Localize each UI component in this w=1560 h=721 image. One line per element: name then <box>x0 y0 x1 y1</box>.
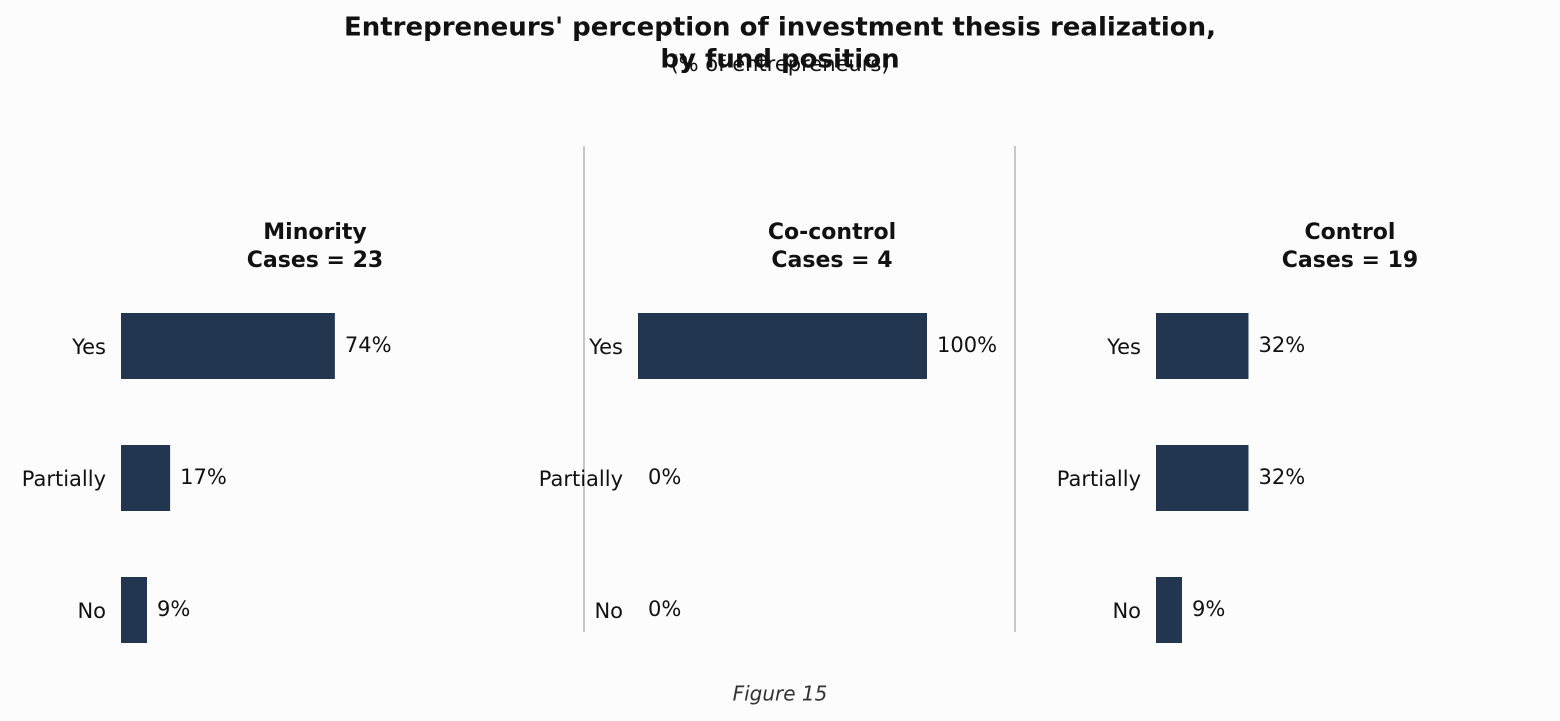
bar <box>1156 577 1183 643</box>
bar <box>121 313 335 379</box>
panel-subtitle: Cases = 23 <box>247 248 383 273</box>
category-label: No <box>1112 599 1141 623</box>
category-label: Yes <box>1106 335 1141 359</box>
value-label: 0% <box>648 597 681 621</box>
category-label: Partially <box>539 467 623 491</box>
bar <box>121 445 171 511</box>
category-label: Partially <box>1057 467 1141 491</box>
value-label: 0% <box>648 465 681 489</box>
value-label: 17% <box>180 465 227 489</box>
bar <box>1156 313 1249 379</box>
category-label: Partially <box>22 467 106 491</box>
chart-title: by fund position <box>660 45 899 75</box>
value-label: 9% <box>1192 597 1225 621</box>
value-label: 32% <box>1258 465 1305 489</box>
value-label: 74% <box>345 333 392 357</box>
panel-subtitle: Cases = 4 <box>771 248 892 273</box>
category-label: No <box>77 599 106 623</box>
panel-title: Control <box>1305 220 1396 245</box>
category-label: Yes <box>588 335 623 359</box>
panel-title: Co-control <box>768 220 896 245</box>
panel-subtitle: Cases = 19 <box>1282 248 1418 273</box>
value-label: 9% <box>157 597 190 621</box>
bar <box>121 577 148 643</box>
caption: Figure 15 <box>733 682 828 706</box>
panel-title: Minority <box>263 220 366 245</box>
value-label: 32% <box>1258 333 1305 357</box>
category-label: No <box>594 599 623 623</box>
category-label: Yes <box>71 335 106 359</box>
bar <box>1156 445 1249 511</box>
chart-title: Entrepreneurs' perception of investment … <box>344 13 1216 43</box>
value-label: 100% <box>937 333 997 357</box>
bar <box>638 313 927 379</box>
chart-subtitle: (% of entrepreneurs) <box>670 52 889 76</box>
